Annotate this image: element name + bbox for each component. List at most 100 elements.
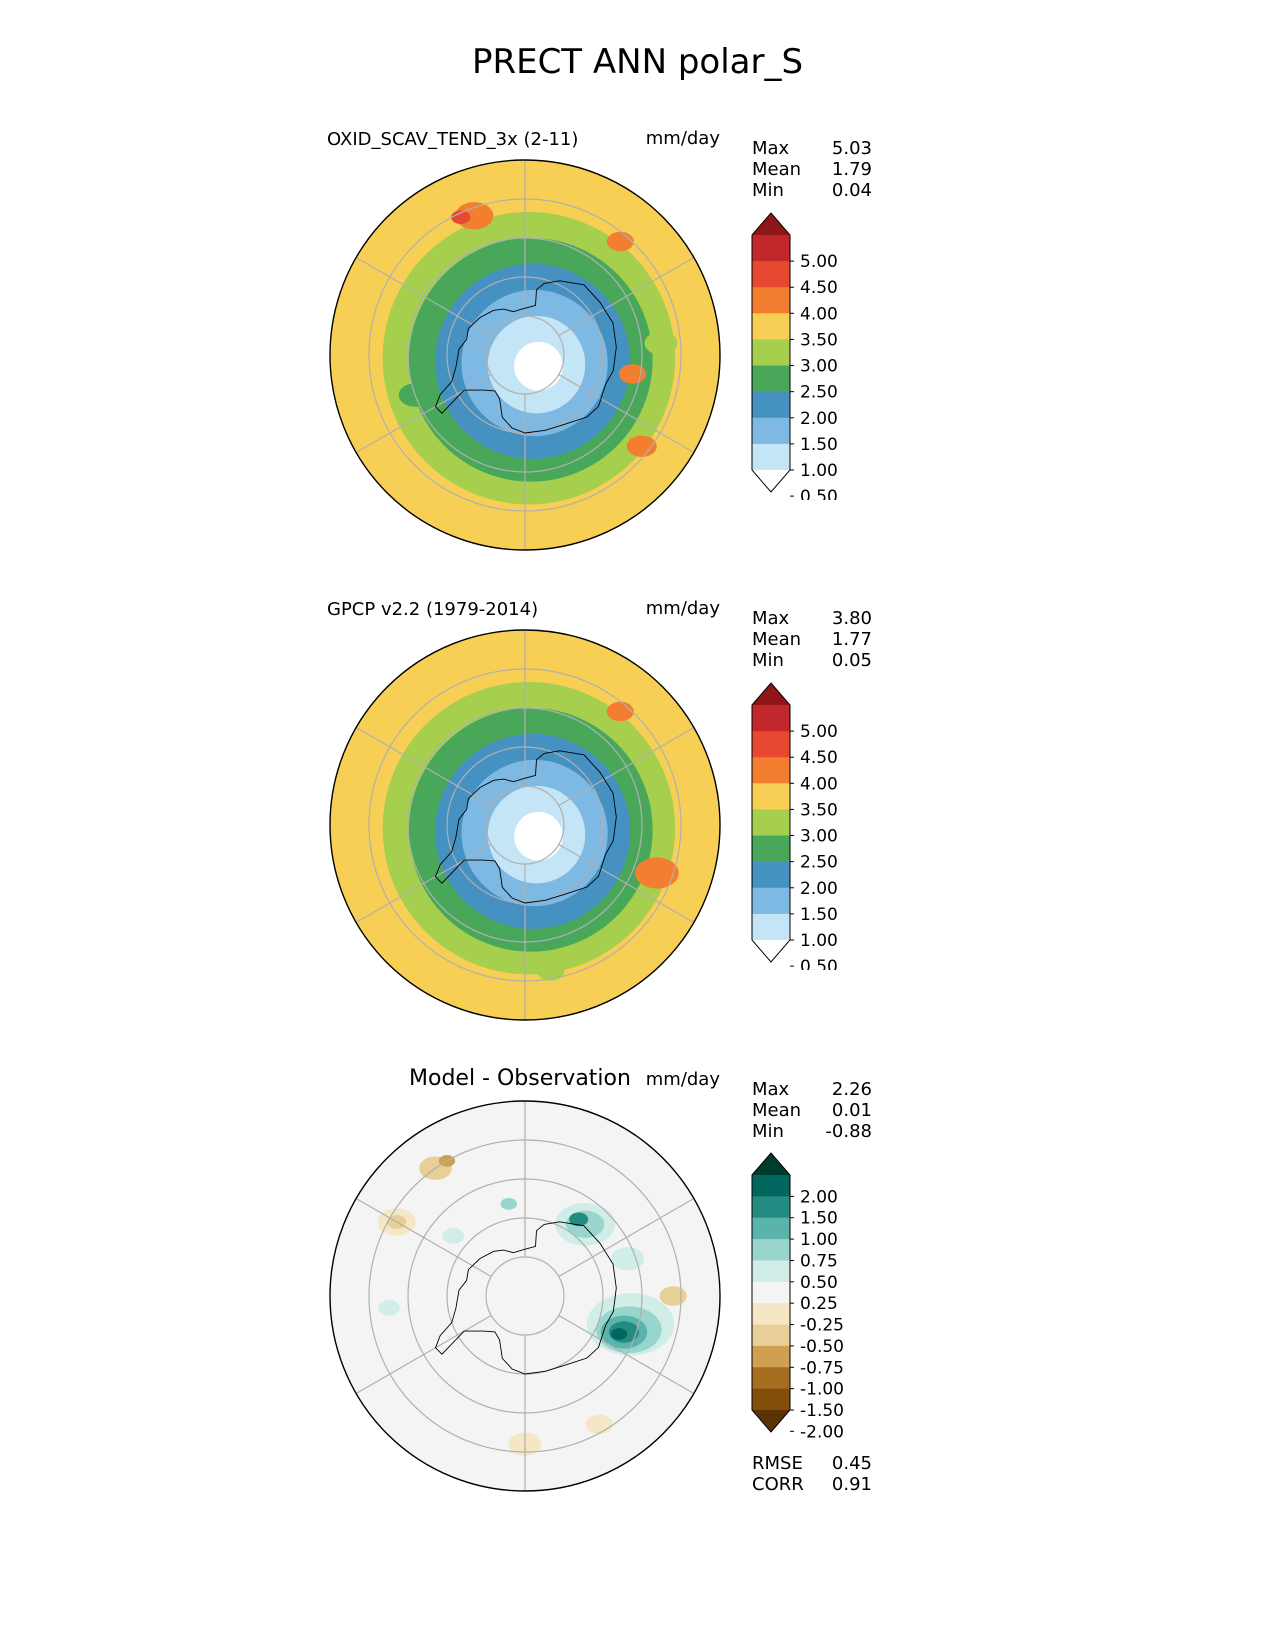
colorbar-segment bbox=[752, 757, 790, 784]
colorbar-tick-label: -0.25 bbox=[800, 1316, 844, 1336]
precip-anomaly bbox=[644, 331, 678, 355]
colorbar-segment bbox=[752, 417, 790, 445]
stat-value-mean: 0.01 bbox=[831, 1100, 872, 1121]
antarctica-coastline bbox=[434, 750, 617, 904]
colorbar-segment bbox=[752, 1175, 790, 1197]
colorbar-extend-top bbox=[752, 1153, 790, 1175]
meridian-gridline bbox=[558, 726, 695, 807]
precip-band bbox=[514, 341, 563, 391]
precip-anomaly bbox=[611, 1246, 644, 1271]
stat-value-mean: 1.79 bbox=[831, 159, 872, 180]
colorbar-tick-label: 0.25 bbox=[800, 1294, 838, 1314]
colorbar-tick-label: 2.50 bbox=[800, 383, 838, 403]
stat-label-max: Max bbox=[752, 1079, 790, 1100]
map-field bbox=[330, 1101, 720, 1491]
meridian-gridline bbox=[558, 256, 695, 337]
colorbar-segment bbox=[752, 1388, 790, 1411]
colorbar-tick-label: 5.00 bbox=[800, 722, 838, 742]
map-boundary bbox=[329, 629, 721, 1021]
colorbar-tick-label: -0.50 bbox=[800, 1337, 844, 1357]
meridian-gridline bbox=[355, 843, 492, 924]
precip-anomaly bbox=[537, 961, 565, 981]
colorbar-extend-bottom bbox=[752, 940, 790, 962]
colorbar-tick-label: 4.50 bbox=[800, 748, 838, 768]
stat-value-max: 3.80 bbox=[831, 608, 872, 629]
colorbar-segment bbox=[752, 1217, 790, 1240]
panel-units-obs: mm/day bbox=[645, 598, 720, 619]
colorbar-tick-label: -1.00 bbox=[800, 1380, 844, 1400]
stat-value-min: -0.88 bbox=[825, 1121, 872, 1142]
colorbar-segment bbox=[752, 913, 790, 941]
stat-value-mean: 1.77 bbox=[831, 629, 872, 650]
panel-title-diff: Model - Observation bbox=[409, 1066, 631, 1091]
precip-anomaly bbox=[606, 701, 634, 722]
precip-anomaly bbox=[585, 1414, 613, 1435]
colorbar-segment bbox=[752, 1196, 790, 1219]
colorbar-tick-label: 3.00 bbox=[800, 357, 838, 377]
meridian-gridline bbox=[355, 1314, 492, 1395]
colorbar-tick-label: 5.00 bbox=[800, 252, 838, 272]
colorbar-segment bbox=[752, 1303, 790, 1326]
colorbar-segment bbox=[752, 339, 790, 367]
stat-label-max: Max bbox=[752, 138, 790, 159]
precip-anomaly bbox=[618, 364, 647, 384]
antarctica-coastline bbox=[434, 1221, 617, 1375]
colorbar-segment bbox=[752, 1345, 790, 1368]
precip-anomaly bbox=[626, 435, 657, 457]
colorbar-tick-label: 3.50 bbox=[800, 800, 838, 820]
precip-band bbox=[514, 811, 563, 861]
colorbar-tick-label: 0.50 bbox=[800, 957, 838, 970]
colorbar-tick-label: 0.75 bbox=[800, 1251, 838, 1271]
stat-label-min: Min bbox=[752, 1121, 784, 1142]
colorbar-tick-label: 3.50 bbox=[800, 330, 838, 350]
colorbar-extend-bottom bbox=[752, 470, 790, 492]
stat-value-corr: 0.91 bbox=[831, 1474, 872, 1495]
colorbar-segment bbox=[752, 235, 790, 262]
colorbar-segment bbox=[752, 809, 790, 837]
meridian-gridline bbox=[558, 1314, 695, 1395]
polar-map-model bbox=[329, 159, 721, 551]
colorbar-model: 5.00 4.50 4.00 3.50 3.00 2.50 2.00 1.50 1.00 0.50 bbox=[751, 212, 838, 500]
precip-anomaly bbox=[606, 231, 634, 252]
colorbar-segment bbox=[752, 287, 790, 314]
colorbar-segment bbox=[752, 731, 790, 758]
colorbar-segment bbox=[752, 1367, 790, 1390]
precip-anomaly bbox=[635, 857, 679, 889]
colorbar-extend-top bbox=[752, 213, 790, 235]
precip-anomaly bbox=[500, 1197, 517, 1210]
figure-title: PRECT ANN polar_S bbox=[471, 42, 804, 82]
colorbar-tick-label: 2.00 bbox=[800, 409, 838, 429]
colorbar-tick-label: 4.50 bbox=[800, 278, 838, 298]
colorbar-tick-label: 1.50 bbox=[800, 905, 838, 925]
colorbar-segment bbox=[752, 887, 790, 915]
colorbar-segment bbox=[752, 705, 790, 732]
colorbar-segment bbox=[752, 1260, 790, 1283]
colorbar-tick-label: 1.00 bbox=[800, 1230, 838, 1250]
precip-anomaly bbox=[378, 1300, 400, 1316]
colorbar-tick-label: -0.75 bbox=[800, 1358, 844, 1378]
colorbar-diff: 2.001.501.000.750.500.25-0.25-0.50-0.75-… bbox=[751, 1152, 844, 1440]
map-boundary bbox=[329, 1100, 721, 1492]
colorbar-tick-label: 1.50 bbox=[800, 435, 838, 455]
stat-label-mean: Mean bbox=[752, 629, 802, 650]
meridian-gridline bbox=[558, 1197, 695, 1278]
colorbar-tick-label: 0.50 bbox=[800, 1273, 838, 1293]
meridian-gridline bbox=[558, 843, 695, 924]
stat-value-min: 0.04 bbox=[831, 180, 872, 201]
map-boundary bbox=[329, 159, 721, 551]
meridian-gridline bbox=[355, 256, 492, 337]
stat-label-min: Min bbox=[752, 650, 784, 671]
colorbar-segment bbox=[752, 783, 790, 810]
colorbar-segment bbox=[752, 1239, 790, 1261]
colorbar-extend-top bbox=[752, 683, 790, 705]
colorbar-segment bbox=[752, 443, 790, 471]
stat-value-min: 0.05 bbox=[831, 650, 872, 671]
stat-label-mean: Mean bbox=[752, 1100, 802, 1121]
colorbar-segment bbox=[752, 391, 790, 419]
stat-label-max: Max bbox=[752, 608, 790, 629]
stat-label-corr: CORR bbox=[752, 1474, 804, 1495]
colorbar-segment bbox=[752, 1324, 790, 1347]
meridian-gridline bbox=[355, 373, 492, 454]
precip-anomaly bbox=[659, 1286, 687, 1306]
colorbar-tick-label: 1.00 bbox=[800, 461, 838, 481]
